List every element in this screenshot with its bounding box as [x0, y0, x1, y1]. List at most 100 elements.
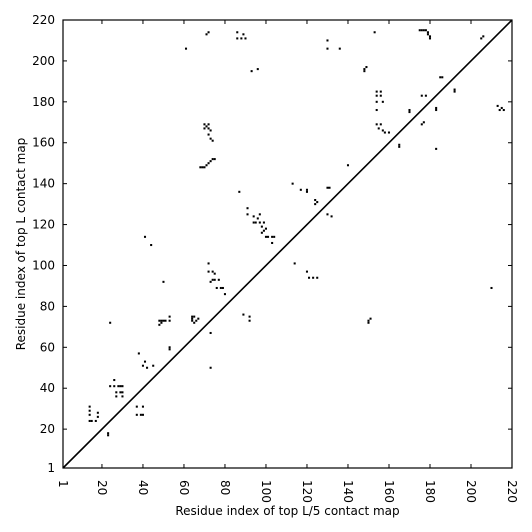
contact-point: [209, 331, 212, 335]
contact-point: [115, 391, 118, 394]
contact-point: [271, 235, 274, 238]
x-tick-label: 120: [300, 480, 314, 503]
plot-frame: [62, 19, 513, 469]
x-axis: 1 20 40 60 80 100 120 140 160 180 200 220: [56, 20, 519, 503]
contact-point: [209, 366, 212, 369]
contact-point: [246, 207, 249, 210]
contact-point: [88, 413, 91, 416]
contact-point: [143, 235, 147, 238]
contact-point: [264, 227, 267, 230]
contact-point: [207, 123, 210, 126]
contact-point: [205, 33, 208, 36]
contact-point: [379, 123, 382, 126]
contact-point: [135, 405, 138, 408]
contact-point: [146, 366, 149, 369]
contact-point: [211, 278, 214, 281]
contact-point: [346, 164, 350, 167]
contact-point: [242, 33, 245, 36]
contact-point: [262, 221, 265, 224]
y-tick-label: 200: [32, 54, 55, 68]
contact-point: [398, 143, 401, 146]
contact-point: [141, 405, 144, 408]
contact-point: [375, 108, 378, 112]
contact-point: [305, 270, 308, 273]
contact-point: [213, 158, 216, 161]
contact-point: [326, 213, 329, 216]
contact-point: [367, 319, 370, 322]
contact-point: [314, 199, 317, 202]
y-tick-label: 20: [40, 422, 55, 436]
contact-point: [168, 348, 171, 351]
contact-point: [88, 409, 91, 412]
contact-point: [88, 405, 91, 408]
x-tick-label: 20: [95, 480, 109, 495]
contact-point: [453, 88, 456, 91]
contact-point: [330, 215, 333, 218]
contact-point: [209, 137, 212, 140]
x-tick-label: 40: [136, 480, 150, 495]
contact-point: [205, 164, 208, 167]
contact-point: [121, 391, 124, 394]
contact-point: [480, 37, 483, 40]
contact-point: [193, 321, 196, 324]
contact-point: [119, 385, 122, 388]
contact-point: [373, 31, 376, 34]
contact-point: [199, 166, 202, 169]
contact-point: [207, 31, 210, 34]
contact-point: [236, 37, 239, 40]
contact-point: [381, 129, 384, 132]
contact-point: [109, 385, 112, 388]
contact-point: [191, 315, 194, 318]
contact-point: [379, 90, 382, 93]
contact-point: [260, 231, 263, 234]
contact-point: [117, 385, 120, 388]
y-tick-label: 160: [32, 136, 55, 150]
contact-point: [246, 213, 249, 216]
contact-point: [273, 235, 276, 238]
contact-point: [428, 37, 432, 40]
contact-point: [435, 147, 438, 150]
contact-point: [252, 221, 255, 224]
contact-point: [121, 385, 124, 388]
contact-point: [326, 47, 329, 50]
contact-point: [326, 186, 329, 189]
contact-point: [207, 162, 210, 165]
contact-point: [221, 286, 224, 290]
contact-point: [213, 278, 216, 281]
contact-point: [490, 286, 493, 290]
contact-point: [201, 166, 204, 169]
contact-point: [420, 29, 423, 32]
contact-point: [256, 68, 259, 71]
contact-point: [211, 139, 214, 142]
contact-point: [121, 395, 124, 398]
contact-point: [408, 108, 411, 112]
contact-point: [420, 123, 423, 126]
contact-point: [168, 346, 171, 349]
contact-point: [299, 188, 302, 191]
x-tick-label: 220: [505, 480, 519, 503]
contact-point: [496, 104, 499, 107]
contact-point: [213, 272, 216, 275]
x-tick-label: 140: [341, 480, 355, 503]
contact-point: [426, 33, 429, 36]
points-layer: [88, 29, 505, 437]
contact-point: [164, 319, 167, 322]
contact-point: [205, 125, 208, 128]
contact-point: [375, 90, 378, 93]
contact-point: [158, 319, 161, 322]
contact-point: [141, 364, 144, 367]
y-tick-label: 100: [32, 258, 55, 272]
contact-point: [387, 131, 391, 134]
contact-point: [256, 217, 259, 220]
contact-point: [248, 315, 251, 318]
contact-point: [94, 419, 97, 422]
contact-point: [162, 319, 165, 322]
contact-point: [203, 123, 206, 126]
contact-point: [184, 47, 188, 50]
contact-point: [203, 127, 206, 130]
contact-point: [240, 37, 243, 40]
contact-point: [502, 108, 505, 112]
contact-point: [293, 262, 296, 265]
contact-point: [377, 127, 380, 130]
contact-point: [88, 419, 91, 422]
